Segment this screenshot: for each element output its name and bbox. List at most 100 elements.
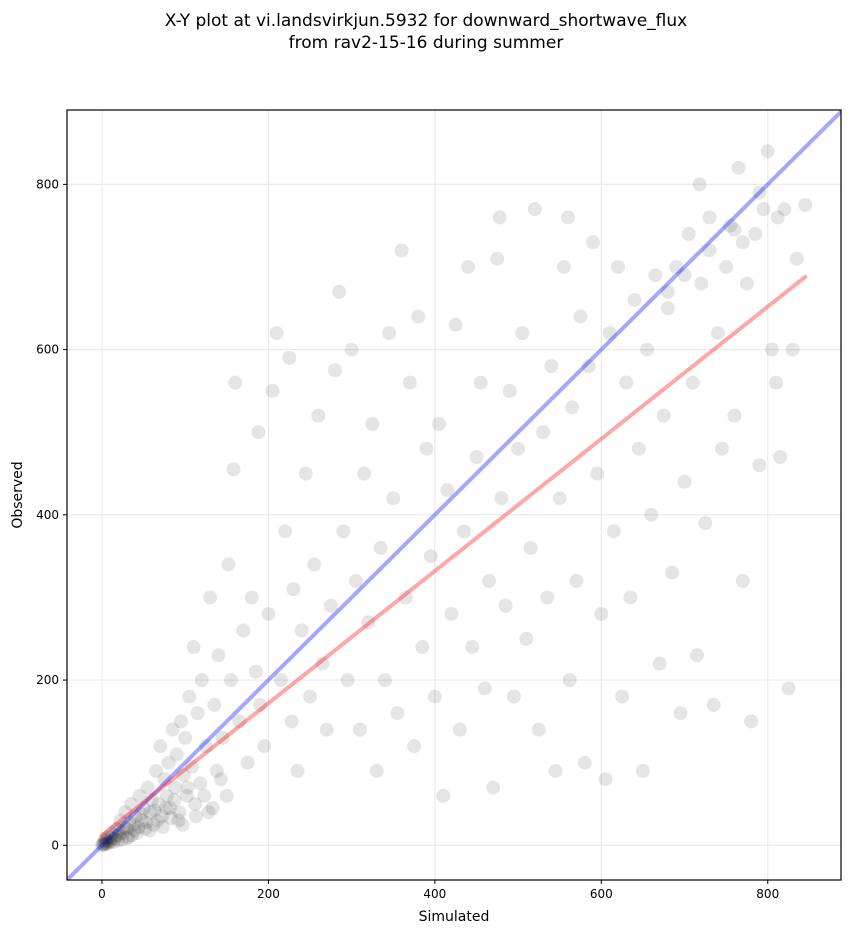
scatter-point: [752, 458, 767, 473]
scatter-point: [161, 755, 176, 770]
scatter-point: [402, 375, 417, 390]
scatter-point: [469, 449, 484, 464]
scatter-point: [134, 806, 149, 821]
scatter-point: [336, 524, 351, 539]
scatter-point: [99, 836, 114, 851]
scatter-point: [134, 813, 149, 828]
scatter-point: [98, 831, 113, 846]
scatter-point: [798, 198, 813, 213]
scatter-point: [94, 838, 109, 853]
scatter-point: [777, 202, 792, 217]
scatter-point: [236, 623, 251, 638]
scatter-point: [465, 640, 480, 655]
scatter-point: [735, 235, 750, 250]
scatter-point: [386, 491, 401, 506]
scatter-point: [352, 722, 367, 737]
regression-line: [99, 274, 808, 838]
scatter-point: [144, 792, 159, 807]
scatter-point: [348, 573, 363, 588]
scatter-point: [481, 573, 496, 588]
scatter-point: [565, 400, 580, 415]
x-axis-label: Simulated: [419, 909, 490, 925]
scatter-point: [138, 821, 153, 836]
scatter-point: [756, 202, 771, 217]
scatter-point: [357, 466, 372, 481]
scatter-point: [269, 326, 284, 341]
scatter-point: [477, 681, 492, 696]
scatter-point: [99, 835, 114, 850]
fit-lines: [67, 110, 841, 880]
scatter-point: [552, 491, 567, 506]
scatter-point: [506, 689, 521, 704]
scatter-point: [373, 540, 388, 555]
scatter-point: [111, 828, 126, 843]
scatter-point: [361, 615, 376, 630]
scatter-point: [147, 803, 162, 818]
chart-title: X-Y plot at vi.landsvirkjun.5932 for dow…: [165, 11, 687, 31]
scatter-point: [194, 673, 209, 688]
scatter-point: [652, 656, 667, 671]
scatter-point: [394, 243, 409, 258]
scatter-point: [193, 776, 208, 791]
scatter-point: [444, 606, 459, 621]
scatter-point: [190, 706, 205, 721]
scatter-point: [251, 425, 266, 440]
scatter-point: [132, 788, 147, 803]
scatter-point: [307, 557, 322, 572]
scatter-point: [694, 276, 709, 291]
scatter-point: [107, 831, 122, 846]
scatter-point: [108, 828, 123, 843]
scatter-point: [690, 648, 705, 663]
scatter-point: [207, 697, 222, 712]
scatter-point: [122, 815, 137, 830]
scatter-point: [136, 801, 151, 816]
scatter-point: [735, 573, 750, 588]
scatter-point: [124, 828, 139, 843]
scatter-point: [536, 425, 551, 440]
scatter-point: [594, 606, 609, 621]
scatter-point: [118, 805, 133, 820]
scatter-point: [764, 342, 779, 357]
scatter-point: [95, 836, 110, 851]
scatter-point: [127, 823, 142, 838]
scatter-point: [119, 830, 134, 845]
scatter-point: [189, 809, 203, 824]
scatter-point: [502, 383, 517, 398]
scatter-point: [240, 755, 255, 770]
scatter-point: [175, 817, 190, 832]
scatter-point: [440, 483, 455, 498]
scatter-point: [203, 590, 218, 605]
scatter-point: [627, 293, 642, 308]
scatter-point: [515, 326, 530, 341]
scatter-point: [610, 259, 625, 274]
scatter-point: [209, 763, 224, 778]
scatter-point: [176, 768, 191, 783]
scatter-point: [419, 441, 434, 456]
scatter-point: [103, 834, 118, 849]
y-axis-label: Observed: [10, 461, 26, 528]
scatter-point: [151, 796, 166, 811]
scatter-point: [201, 805, 216, 820]
scatter-point: [561, 210, 576, 225]
x-tick-label: 200: [257, 887, 280, 901]
scatter-point: [198, 739, 213, 754]
scatter-point: [327, 363, 342, 378]
scatter-point: [710, 326, 725, 341]
scatter-point: [785, 342, 800, 357]
scatter-point: [702, 210, 717, 225]
scatter-point: [344, 342, 359, 357]
scatter-point: [294, 623, 309, 638]
scatter-point: [498, 598, 513, 613]
scatter-point: [544, 359, 559, 374]
scatter-point: [172, 805, 187, 820]
y-tick-label: 600: [36, 343, 59, 357]
scatter-point: [681, 226, 696, 241]
scatter-point: [731, 160, 746, 175]
scatter-point: [97, 837, 112, 852]
scatter-point: [213, 772, 228, 787]
scatter-point: [157, 772, 172, 787]
scatter-point: [101, 830, 116, 845]
scatter-point: [590, 466, 605, 481]
scatter-point: [284, 714, 299, 729]
